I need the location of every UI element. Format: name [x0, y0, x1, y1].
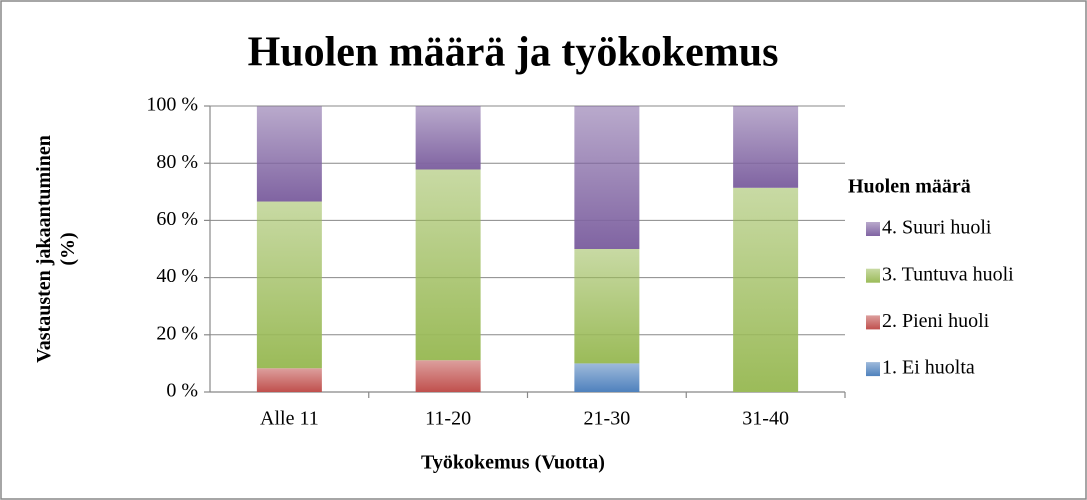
- legend-label: 1. Ei huolta: [882, 357, 975, 379]
- legend-swatch: [866, 268, 880, 283]
- bar-segment: [574, 249, 640, 364]
- x-tick-label: 11-20: [425, 408, 471, 430]
- bar-segment: [256, 201, 322, 369]
- x-axis-label: Työkokemus (Vuotta): [421, 452, 605, 474]
- bar-segment: [574, 106, 640, 249]
- chart-title: Huolen määrä ja työkokemus: [248, 30, 779, 76]
- y-axis-label-line: (%): [57, 232, 79, 265]
- legend-label: 2. Pieni huoli: [882, 310, 990, 332]
- x-tick-label: Alle 11: [260, 408, 319, 430]
- bar-segment: [415, 169, 481, 361]
- x-tick-label: 21-30: [584, 408, 631, 430]
- y-axis-label-line: Vastausten jakaantuminen: [33, 135, 55, 363]
- y-tick-label: 80 %: [156, 151, 198, 173]
- bar-segment: [733, 187, 799, 392]
- legend-title: Huolen määrä: [848, 176, 971, 198]
- bar-segment: [415, 360, 481, 392]
- y-tick-label: 100 %: [146, 94, 198, 116]
- bar-segment: [256, 368, 322, 392]
- x-tick-label: 31-40: [742, 408, 789, 430]
- y-axis-label: Vastausten jakaantuminen (%): [33, 135, 79, 363]
- y-tick-label: 20 %: [156, 322, 198, 344]
- legend-swatch: [866, 362, 880, 377]
- y-tick-label: 40 %: [156, 265, 198, 287]
- y-tick-label: 60 %: [156, 208, 198, 230]
- legend-label: 3. Tuntuva huoli: [882, 263, 1014, 285]
- bar-segment: [415, 106, 481, 170]
- legend-label: 4. Suuri huoli: [882, 217, 992, 239]
- bar-segment: [733, 106, 799, 188]
- legend-swatch: [866, 315, 880, 330]
- bar-segment: [256, 106, 322, 202]
- bar-segment: [574, 363, 640, 392]
- legend-swatch: [866, 222, 880, 236]
- y-tick-label: 0 %: [166, 380, 198, 402]
